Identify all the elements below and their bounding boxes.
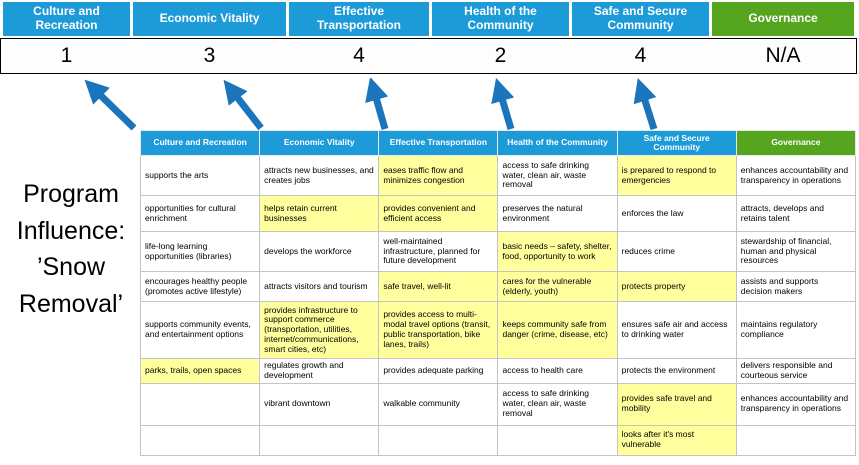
table-row: supports the arts attracts new businesses… [139,155,857,196]
matrix-column-header: Governance [735,130,857,156]
matrix-cell: life-long learning opportunities (librar… [139,231,261,272]
matrix-cell: supports community events, and entertain… [139,301,261,359]
matrix-cell: provides infrastructure to support comme… [259,301,380,359]
table-row: supports community events, and entertain… [139,301,857,359]
matrix-cell: vibrant downtown [259,382,380,426]
matrix-cell: looks after it's most vulnerable [616,424,737,456]
matrix-cell: is prepared to respond to emergencies [616,155,737,196]
up-arrow-icon [365,78,389,130]
table-row: life-long learning opportunities (librar… [139,231,857,272]
matrix-column-header: Effective Transportation [378,130,499,156]
summary-header-economic: Economic Vitality [133,2,286,36]
score-governance: N/A [765,44,801,67]
matrix-cell: provides safe travel and mobility [616,382,737,426]
benefit-matrix: Culture and Recreation Economic Vitality E… [139,130,857,456]
up-arrow-icon [633,78,658,130]
matrix-cell: cares for the vulnerable (elderly, youth… [497,271,618,302]
arrows-layer [84,78,658,130]
matrix-cell: provides convenient and efficient access [378,195,499,232]
matrix-cell [497,424,618,456]
matrix-column-header: Economic Vitality [259,130,380,156]
matrix-cell: walkable community [378,382,499,426]
matrix-body: supports the arts attracts new businesses… [139,155,857,456]
matrix-cell: access to safe drinking water, clean air… [497,382,618,426]
matrix-cell: attracts, develops and retains talent [735,195,857,232]
summary-header-culture: Culture and Recreation [3,2,130,36]
score-health: 2 [494,44,507,67]
matrix-cell: ensures safe air and access to drinking … [616,301,737,359]
score-safety: 4 [634,44,647,67]
matrix-cell: assists and supports decision makers [735,271,857,302]
up-arrow-icon [84,79,137,130]
matrix-cell [139,424,261,456]
matrix-cell: access to safe drinking water, clean air… [497,155,618,196]
benefit-matrix-table: Culture and Recreation Economic Vitality E… [139,130,857,456]
matrix-cell: preserves the natural environment [497,195,618,232]
matrix-cell: attracts visitors and tourism [259,271,380,302]
table-row: vibrant downtown walkable community access… [139,382,857,426]
score-economic: 3 [203,44,216,67]
matrix-cell: develops the workforce [259,231,380,272]
score-transportation: 4 [353,44,365,67]
summary-header-row: Culture and Recreation Economic Vitality… [3,2,854,36]
matrix-cell: regulates growth and development [259,358,380,384]
matrix-cell: encourages healthy people (promotes acti… [139,271,261,302]
matrix-cell: parks, trails, open spaces [139,358,261,384]
table-row: opportunities for cultural enrichment hel… [139,195,857,232]
matrix-cell: safe travel, well-lit [378,271,499,302]
summary-header-health: Health of the Community [432,2,569,36]
matrix-cell: opportunities for cultural enrichment [139,195,261,232]
matrix-cell: protects the environment [616,358,737,384]
matrix-cell: helps retain current businesses [259,195,380,232]
matrix-cell: enhances accountability and transparency… [735,382,857,426]
summary-header-transportation: Effective Transportation [289,2,429,36]
matrix-cell: supports the arts [139,155,261,196]
summary-header-safety: Safe and Secure Community [572,2,709,36]
matrix-cell: basic needs – safety, shelter, food, opp… [497,231,618,272]
matrix-cell [378,424,499,456]
up-arrow-icon [223,79,264,130]
matrix-cell: maintains regulatory compliance [735,301,857,359]
matrix-cell: provides access to multi-modal travel op… [378,301,499,359]
matrix-cell: delivers responsible and courteous servi… [735,358,857,384]
matrix-cell: eases traffic flow and minimizes congest… [378,155,499,196]
matrix-cell [139,382,261,426]
matrix-cell: keeps community safe from danger (crime,… [497,301,618,359]
matrix-cell: stewardship of financial, human and phys… [735,231,857,272]
table-row: parks, trails, open spaces regulates grow… [139,358,857,384]
matrix-cell: well-maintained infrastructure, planned … [378,231,499,272]
summary-header-governance: Governance [712,2,854,36]
matrix-column-header: Health of the Community [497,130,618,156]
table-row: encourages healthy people (promotes acti… [139,271,857,302]
matrix-header-row: Culture and Recreation Economic Vitality E… [139,130,857,156]
matrix-column-header: Safe and Secure Community [616,130,737,156]
matrix-cell [735,424,857,456]
table-row: looks after it's most vulnerable [139,424,857,456]
matrix-column-header: Culture and Recreation [139,130,261,156]
score-culture: 1 [60,44,73,67]
matrix-cell [259,424,380,456]
matrix-cell: enhances accountability and transparency… [735,155,857,196]
matrix-cell: reduces crime [616,231,737,272]
matrix-cell: provides adequate parking [378,358,499,384]
summary-score-row: 1 3 4 2 4 N/A [0,38,857,74]
matrix-cell: attracts new businesses, and creates job… [259,155,380,196]
matrix-cell: access to health care [497,358,618,384]
matrix-cell: protects property [616,271,737,302]
matrix-cell: enforces the law [616,195,737,232]
program-title: Program Influence: ’Snow Removal’ [16,180,126,318]
up-arrow-icon [491,78,515,130]
